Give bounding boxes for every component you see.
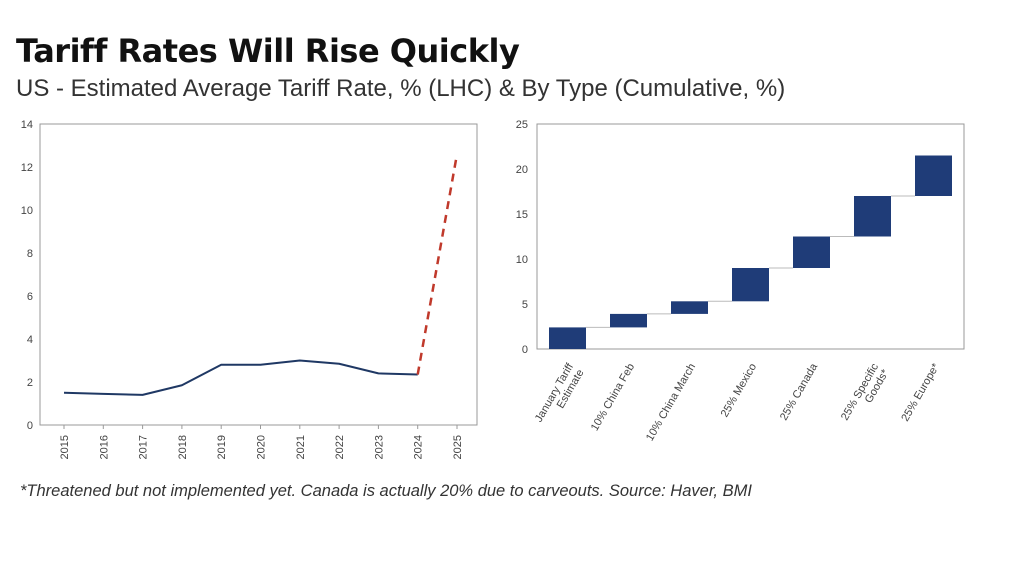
y-tick-label: 4 bbox=[27, 334, 33, 346]
y-tick-label: 10 bbox=[21, 205, 33, 217]
x-category-label-line: 25% Canada bbox=[778, 361, 821, 423]
waterfall-bar bbox=[793, 236, 830, 268]
x-category-label-line: 10% China March bbox=[644, 362, 698, 444]
chart-subtitle: US - Estimated Average Tariff Rate, % (L… bbox=[16, 75, 786, 102]
x-category-label: January TariffEstimate bbox=[533, 361, 587, 431]
x-tick-label: 2015 bbox=[59, 435, 71, 459]
historical-series-line bbox=[63, 359, 418, 396]
y-tick-label: 14 bbox=[21, 119, 33, 131]
x-category-label: 10% China Feb bbox=[589, 362, 637, 434]
forecast-series-line bbox=[416, 153, 459, 375]
waterfall-bar bbox=[671, 301, 708, 314]
x-tick-label: 2023 bbox=[373, 435, 385, 459]
x-category-label-line: 25% Europe* bbox=[899, 361, 942, 424]
y-tick-label: 6 bbox=[27, 291, 33, 303]
x-category-label: 25% SpecificGoods* bbox=[839, 361, 892, 429]
x-tick-label: 2018 bbox=[177, 435, 189, 459]
y-tick-label: 25 bbox=[516, 119, 528, 131]
x-category-label-line: 10% China Feb bbox=[589, 362, 637, 434]
y-tick-label: 5 bbox=[522, 299, 528, 311]
x-tick-label: 2024 bbox=[413, 435, 425, 459]
y-tick-label: 12 bbox=[21, 162, 33, 174]
y-tick-label: 15 bbox=[516, 209, 528, 221]
y-tick-label: 2 bbox=[27, 377, 33, 389]
x-category-label-line: 25% Mexico bbox=[719, 362, 759, 420]
chart-title: Tariff Rates Will Rise Quickly bbox=[16, 32, 520, 70]
footnote: *Threatened but not implemented yet. Can… bbox=[20, 482, 752, 500]
plot-area-frame bbox=[39, 123, 478, 426]
y-tick-label: 20 bbox=[516, 164, 528, 176]
x-tick-label: 2016 bbox=[98, 435, 110, 459]
x-tick-label: 2021 bbox=[295, 435, 307, 459]
x-tick-label: 2022 bbox=[334, 435, 346, 459]
y-tick-label: 10 bbox=[516, 254, 528, 266]
x-tick-label: 2019 bbox=[216, 435, 228, 459]
plot-area-frame bbox=[536, 123, 965, 350]
y-tick-label: 0 bbox=[522, 344, 528, 356]
waterfall-bar bbox=[732, 268, 769, 302]
waterfall-bar bbox=[915, 155, 952, 196]
x-tick-label: 2025 bbox=[452, 435, 464, 459]
y-tick-label: 0 bbox=[27, 420, 33, 432]
x-category-label: 25% Europe* bbox=[899, 361, 942, 424]
y-tick-label: 8 bbox=[27, 248, 33, 260]
x-tick-label: 2020 bbox=[256, 435, 268, 459]
line-chart: 0 2 4 6 8 10 12 14 2015 2016 2017 2018 2019 2020 2021 2… bbox=[21, 119, 478, 459]
waterfall-bar bbox=[610, 313, 647, 328]
x-category-label: 10% China March bbox=[644, 362, 698, 444]
x-category-label: 25% Canada bbox=[778, 361, 821, 423]
x-category-label: 25% Mexico bbox=[719, 362, 759, 420]
x-tick-label: 2017 bbox=[138, 435, 150, 459]
waterfall-bar bbox=[854, 196, 891, 237]
waterfall-bar bbox=[549, 327, 586, 349]
